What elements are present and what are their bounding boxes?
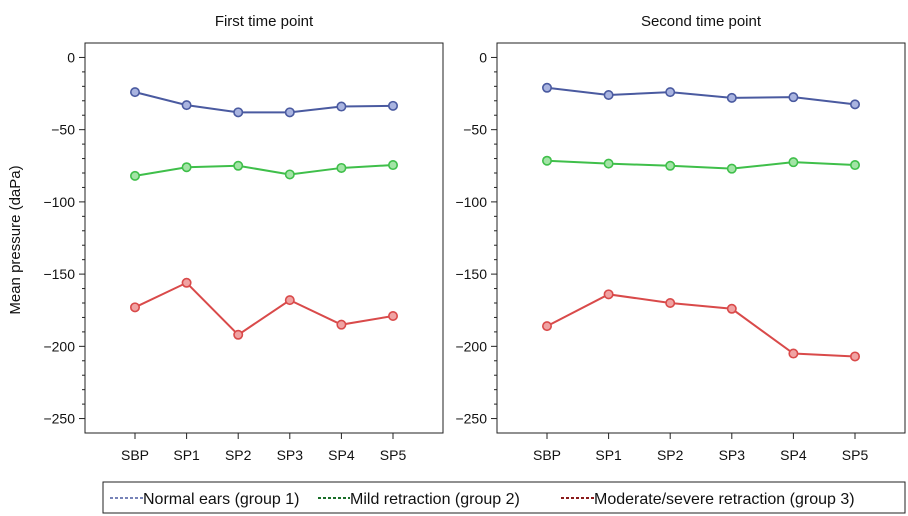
series-moderate-severe-retraction-group-3: [541, 289, 860, 362]
x-tick-label-sp4: SP4: [328, 447, 355, 463]
legend-item-group-1: Normal ears (group 1): [110, 491, 300, 508]
legend-frame: [102, 481, 906, 514]
x-tick-label-sp4: SP4: [780, 447, 807, 463]
legend: Normal ears (group 1) Mild retraction (g…: [102, 481, 906, 514]
data-point-sp1: [603, 90, 614, 101]
y-tick-label: 0: [479, 49, 487, 65]
data-point-sp4: [788, 157, 799, 168]
x-tick-label-sbp: SBP: [121, 447, 149, 463]
data-point-sp4: [336, 319, 347, 330]
series-line: [134, 281, 394, 337]
y-tick-label: −200: [43, 338, 75, 354]
data-point-sp2: [665, 297, 676, 308]
y-tick-label: 0: [67, 49, 75, 65]
plot-frame: [496, 42, 906, 434]
x-tick-label-sp5: SP5: [842, 447, 869, 463]
x-tick-label-sp2: SP2: [657, 447, 684, 463]
data-point-sp3: [284, 107, 295, 118]
y-tick-label: −50: [463, 122, 487, 138]
y-tick-label: −100: [43, 194, 75, 210]
y-tick-label: −250: [43, 411, 75, 427]
data-point-sp3: [726, 92, 737, 103]
data-point-sp5: [387, 310, 398, 321]
data-point-sp1: [603, 158, 614, 169]
series-line: [134, 164, 394, 177]
legend-label-group-2: Mild retraction (group 2): [350, 491, 520, 508]
data-point-sp3: [726, 163, 737, 174]
data-point-sbp: [130, 87, 141, 98]
data-point-sp3: [284, 295, 295, 306]
data-point-sp1: [181, 277, 192, 288]
y-tick-label: −150: [455, 266, 487, 282]
x-tick-label-sbp: SBP: [533, 447, 561, 463]
data-point-sp5: [387, 160, 398, 171]
series-line: [134, 91, 394, 114]
legend-item-group-3: Moderate/severe retraction (group 3): [561, 491, 855, 508]
series-line: [546, 86, 856, 106]
x-tick-label-sp3: SP3: [277, 447, 304, 463]
data-point-sbp: [541, 155, 552, 166]
y-tick-label: −200: [455, 338, 487, 354]
data-point-sbp: [130, 170, 141, 181]
y-tick-label: −100: [455, 194, 487, 210]
series-normal-ears-group-1: [541, 82, 860, 110]
x-tick-label-sp1: SP1: [595, 447, 622, 463]
data-point-sp4: [336, 162, 347, 173]
plot-frame: [84, 42, 444, 434]
data-point-sp2: [233, 329, 244, 340]
data-point-sp1: [181, 100, 192, 111]
series-mild-retraction-group-2: [130, 160, 398, 181]
series-moderate-severe-retraction-group-3: [130, 277, 398, 340]
data-point-sp4: [336, 101, 347, 112]
data-point-sp1: [603, 289, 614, 300]
chart-title-first-time-point: First time point: [215, 13, 314, 30]
data-point-sp5: [849, 99, 860, 110]
legend-label-group-1: Normal ears (group 1): [143, 491, 300, 508]
chart-panel-second-time-point: Second time point 0 −50 −100 −150 −200 −250 SBP…: [455, 13, 906, 463]
legend-item-group-2: Mild retraction (group 2): [318, 491, 520, 508]
series-mild-retraction-group-2: [541, 155, 860, 174]
x-tick-label-sp1: SP1: [173, 447, 200, 463]
data-point-sp2: [665, 87, 676, 98]
y-axis-label: Mean pressure (daPa): [7, 165, 24, 314]
series-line: [546, 159, 856, 170]
data-point-sbp: [541, 82, 552, 93]
y-tick-label: −250: [455, 411, 487, 427]
chart-title-second-time-point: Second time point: [641, 13, 762, 30]
data-point-sp4: [788, 92, 799, 103]
data-point-sp2: [233, 160, 244, 171]
data-point-sbp: [541, 321, 552, 332]
chart-panel-first-time-point: First time point 0 −50 −100 −150 −200 −250 SBP S…: [43, 13, 444, 463]
data-point-sp3: [284, 169, 295, 180]
legend-label-group-3: Moderate/severe retraction (group 3): [594, 491, 855, 508]
y-tick-label: −150: [43, 266, 75, 282]
x-tick-label-sp2: SP2: [225, 447, 252, 463]
data-point-sp5: [849, 351, 860, 362]
data-point-sp5: [849, 160, 860, 171]
series-normal-ears-group-1: [130, 87, 398, 118]
data-point-sp2: [233, 107, 244, 118]
data-point-sp4: [788, 348, 799, 359]
series-line: [546, 293, 856, 358]
x-tick-label-sp5: SP5: [380, 447, 407, 463]
y-tick-label: −50: [51, 122, 75, 138]
data-point-sp5: [387, 100, 398, 111]
data-point-sp3: [726, 303, 737, 314]
data-point-sbp: [130, 302, 141, 313]
data-point-sp2: [665, 160, 676, 171]
x-tick-label-sp3: SP3: [719, 447, 746, 463]
data-point-sp1: [181, 162, 192, 173]
